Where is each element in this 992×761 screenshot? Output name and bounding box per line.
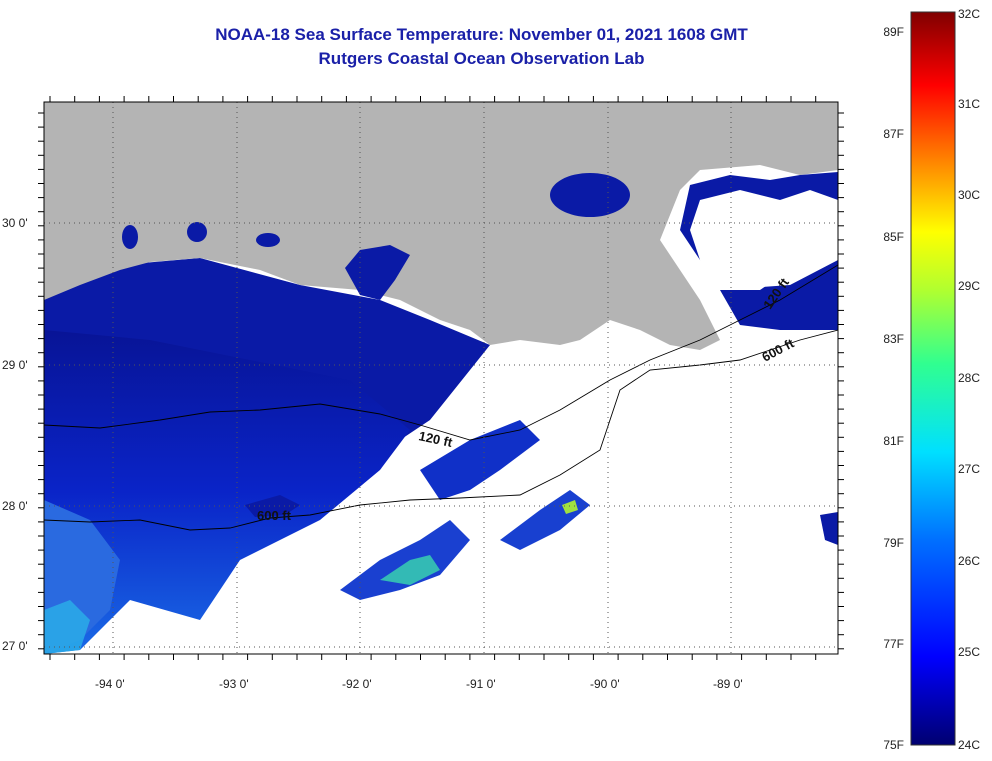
- land-louisiana: [44, 102, 838, 350]
- lon-label: -91 0': [466, 677, 496, 691]
- sst-patch: [245, 495, 300, 517]
- contour-120ft-west: [44, 264, 838, 441]
- sst-water-warm-sw: [44, 600, 90, 654]
- colorbar-c-label: 25C: [958, 645, 980, 659]
- lake: [256, 233, 280, 247]
- colorbar-c-label: 27C: [958, 462, 980, 476]
- sst-patch: [820, 512, 838, 545]
- colorbar-f-label: 83F: [883, 332, 904, 346]
- lon-label: -90 0': [590, 677, 620, 691]
- sst-patch-warm: [562, 500, 578, 514]
- colorbar-f-label: 85F: [883, 230, 904, 244]
- lat-label: 28 0': [2, 499, 28, 513]
- lake: [187, 222, 207, 242]
- sst-patch: [340, 520, 470, 600]
- lat-label: 29 0': [2, 358, 28, 372]
- colorbar-c-label: 30C: [958, 188, 980, 202]
- lon-label: -89 0': [713, 677, 743, 691]
- lake-pontchartrain: [550, 173, 630, 217]
- colorbar-f-label: 77F: [883, 637, 904, 651]
- colorbar-c-label: 29C: [958, 279, 980, 293]
- colorbar-f-label: 75F: [883, 738, 904, 752]
- sst-patch: [420, 420, 540, 500]
- lake: [122, 225, 138, 249]
- map-title: NOAA-18 Sea Surface Temperature: Novembe…: [215, 25, 748, 44]
- contour-label: 600 ft: [257, 508, 292, 523]
- lake-bay: [345, 245, 410, 300]
- graticule: [44, 102, 838, 654]
- colorbar-f-label: 87F: [883, 127, 904, 141]
- colorbar-c-label: 32C: [958, 7, 980, 21]
- lon-label: -93 0': [219, 677, 249, 691]
- sst-water-mid: [44, 330, 410, 654]
- map-frame: [43, 101, 839, 655]
- bay-east-white: [690, 190, 838, 290]
- colorbar-c-label: 31C: [958, 97, 980, 111]
- map-subtitle: Rutgers Coastal Ocean Observation Lab: [318, 49, 645, 68]
- colorbar: [910, 11, 956, 746]
- contour-600ft: [44, 329, 838, 531]
- lon-label: -92 0': [342, 677, 372, 691]
- sst-patch-warm: [380, 555, 440, 585]
- colorbar-f-label: 79F: [883, 536, 904, 550]
- colorbar-f-label: 81F: [883, 434, 904, 448]
- sst-patch: [720, 260, 838, 330]
- colorbar-c-label: 28C: [958, 371, 980, 385]
- map-ticks: [38, 96, 844, 660]
- lat-label: 27 0': [2, 639, 28, 653]
- contour-label: 120 ft: [417, 428, 454, 450]
- colorbar-c-label: 24C: [958, 738, 980, 752]
- lat-label: 30 0': [2, 216, 28, 230]
- colorbar-f-label: 89F: [883, 25, 904, 39]
- lon-label: -94 0': [95, 677, 125, 691]
- colorbar-c-label: 26C: [958, 554, 980, 568]
